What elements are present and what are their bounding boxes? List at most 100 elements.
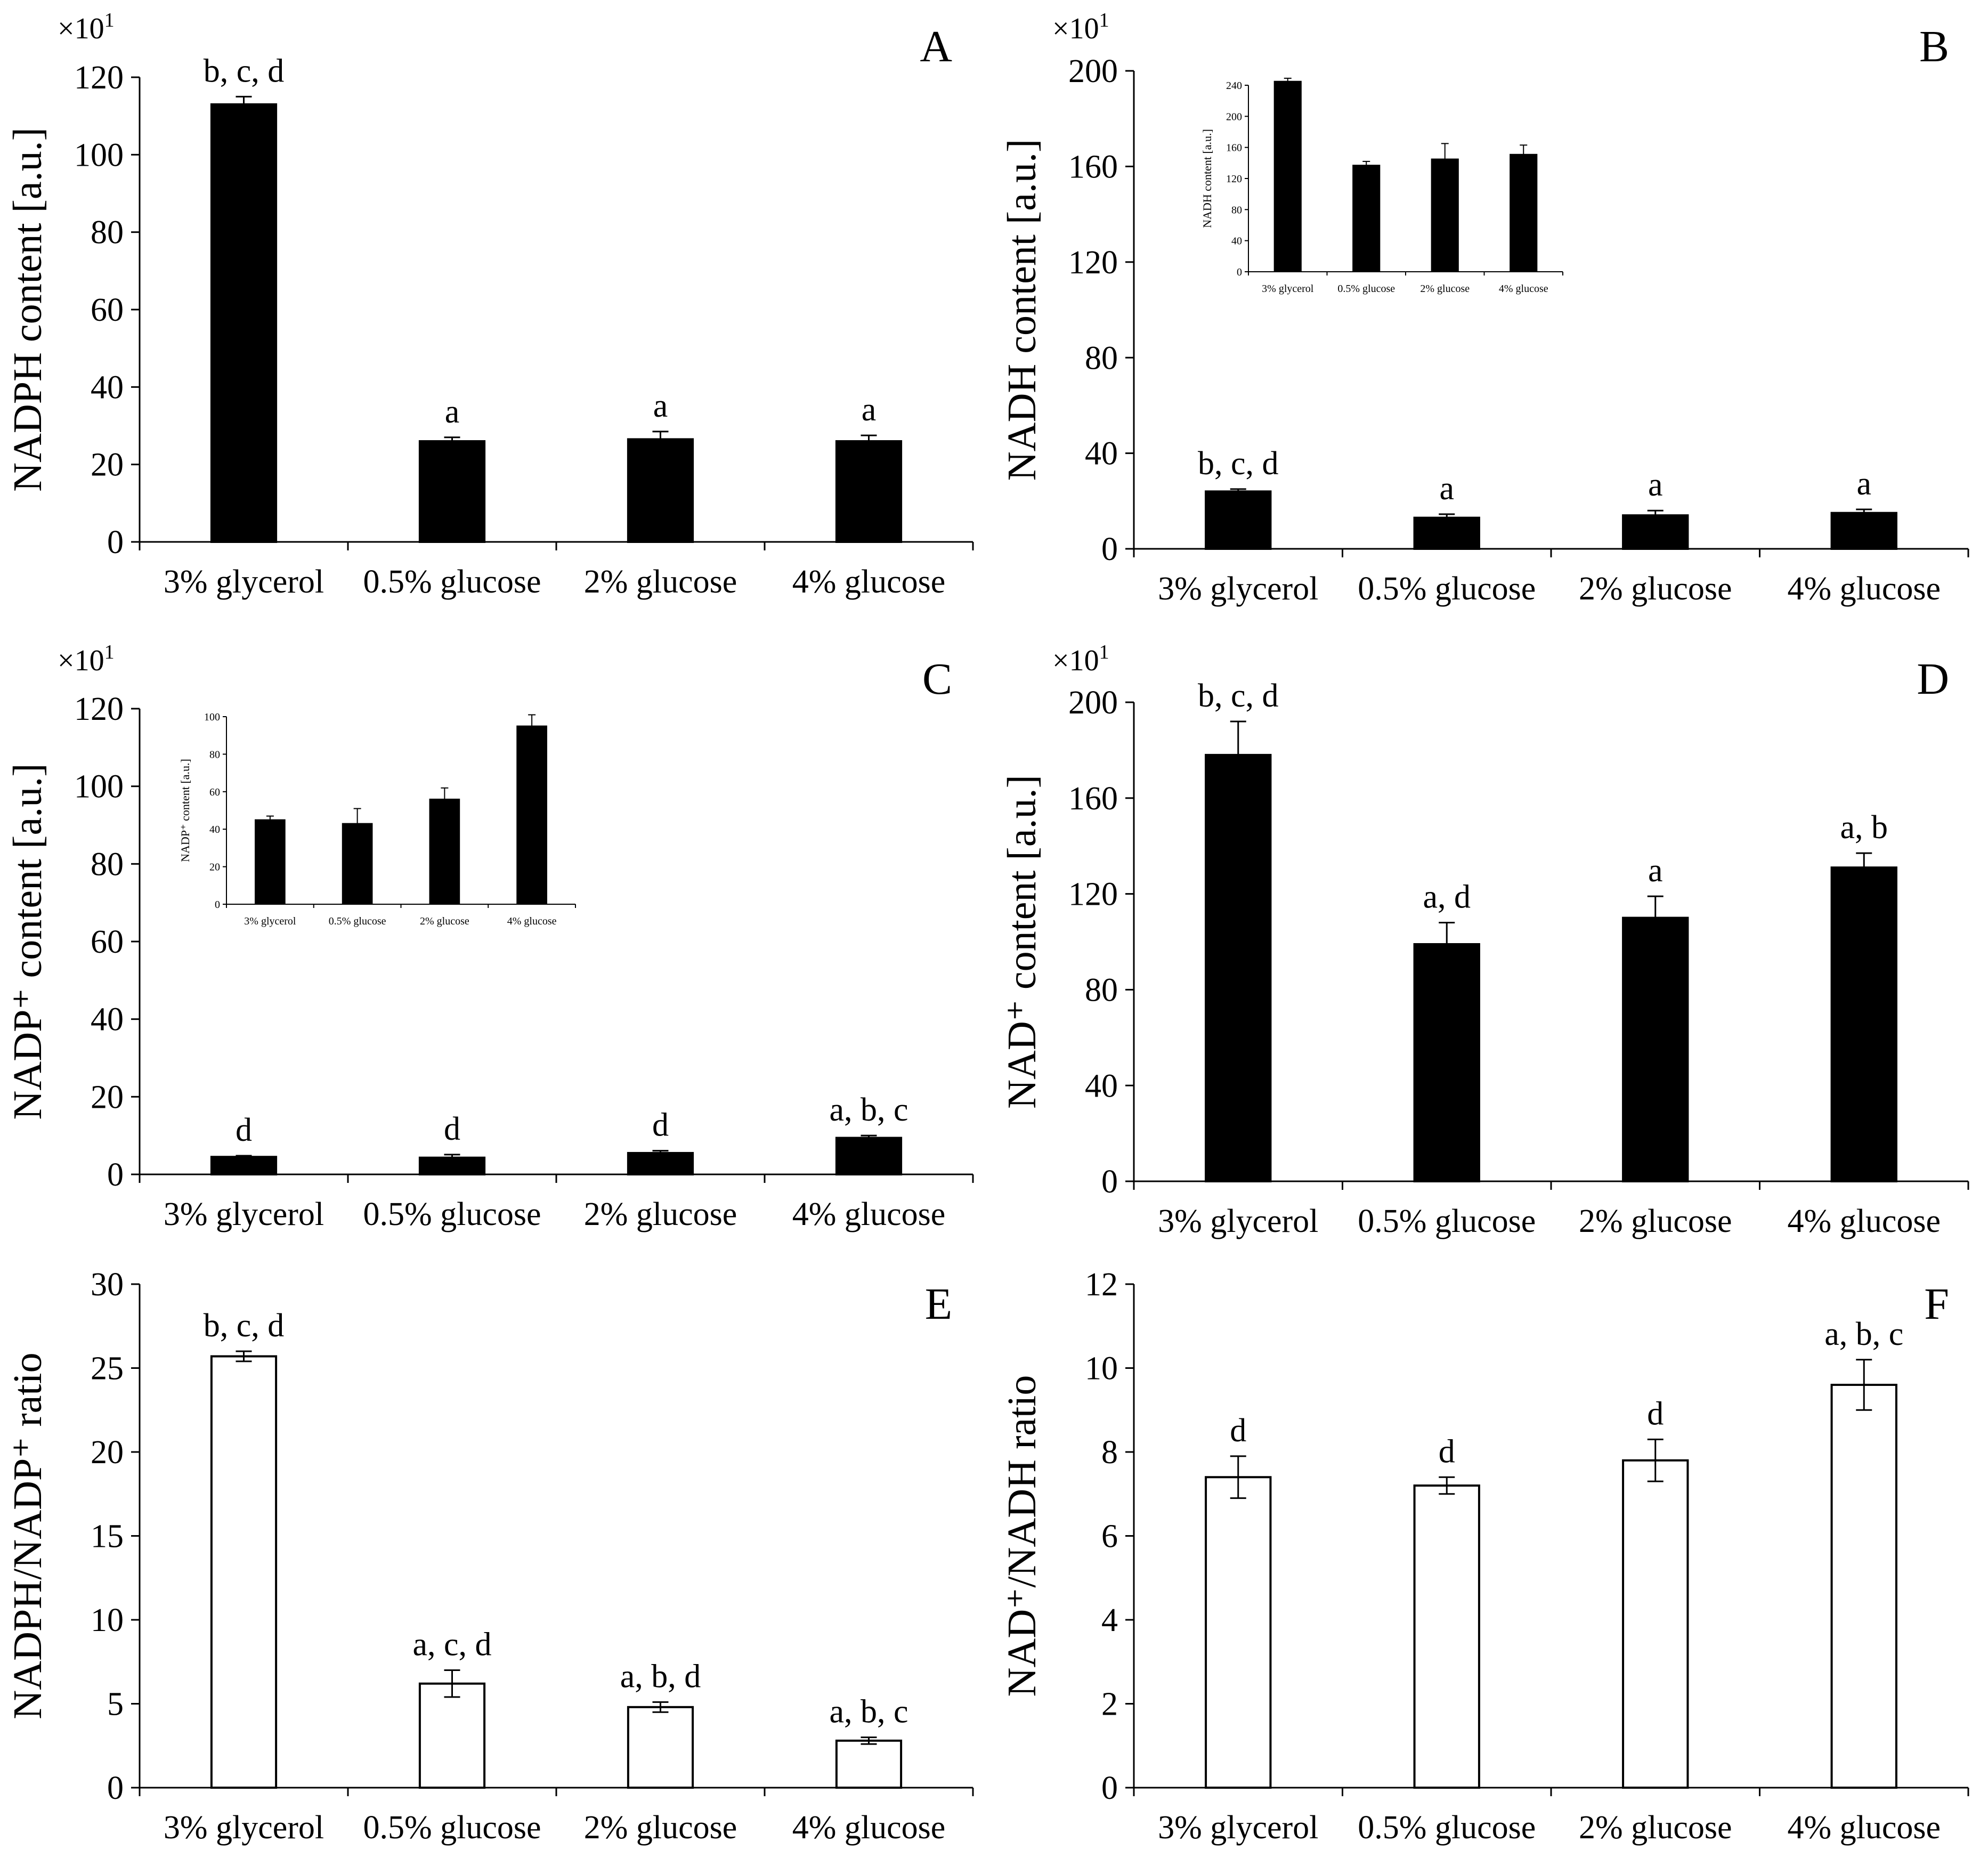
x-tick-label: 4% glucose: [792, 1810, 946, 1846]
axis-multiplier: ×101: [1052, 641, 1109, 677]
inset-x-tick-label: 4% glucose: [1499, 283, 1548, 295]
inset-y-tick-label: 80: [209, 749, 220, 760]
inset-x-tick-label: 2% glucose: [1420, 283, 1470, 295]
x-tick-label: 0.5% glucose: [1358, 571, 1536, 607]
y-tick-label: 0: [1101, 1164, 1118, 1200]
bar: [1622, 916, 1689, 1183]
y-tick-label: 160: [1068, 781, 1118, 817]
y-tick-label: 4: [1101, 1602, 1118, 1638]
y-axis-label: NAD⁺ content [a.u.]: [1000, 775, 1044, 1109]
bar: [418, 440, 486, 543]
error-bar: [652, 431, 669, 448]
error-bar: [1856, 852, 1872, 883]
x-tick-label: 2% glucose: [1579, 1810, 1732, 1846]
bar: [627, 1706, 694, 1789]
x-tick-label: 2% glucose: [1579, 571, 1732, 607]
inset-chart: 0 40 80 120 160 200 240 3% glycerol 0.5% glucose…: [1200, 77, 1563, 295]
bar: [835, 1137, 903, 1175]
significance-label: b, c, d: [1198, 678, 1279, 714]
y-tick-label: 10: [91, 1602, 124, 1638]
axis-multiplier-exponent: 1: [104, 9, 115, 31]
significance-label: a: [862, 392, 877, 428]
axis-multiplier-exponent: 1: [104, 641, 115, 663]
significance-label: a: [653, 388, 668, 424]
axis-multiplier-base: ×10: [58, 12, 104, 45]
inset-y-tick-label: 120: [1226, 173, 1242, 185]
significance-label: a: [1648, 853, 1663, 889]
inset-bar: [255, 819, 286, 905]
significance-label: d: [1230, 1413, 1246, 1449]
y-tick-label: 5: [107, 1686, 124, 1723]
y-tick-label: 8: [1101, 1434, 1118, 1471]
y-tick-label: 10: [1085, 1351, 1118, 1387]
y-tick-label: 12: [1085, 1267, 1118, 1303]
y-tick-label: 120: [74, 691, 124, 727]
axis-multiplier: ×101: [58, 641, 115, 677]
axis-multiplier-exponent: 1: [1099, 641, 1109, 663]
significance-label: a, b, c: [1824, 1316, 1903, 1352]
y-tick-label: 2: [1101, 1686, 1118, 1723]
inset-y-tick-label: 160: [1226, 142, 1242, 154]
axis-multiplier-base: ×10: [1052, 12, 1099, 45]
x-tick-label: 0.5% glucose: [363, 564, 541, 600]
x-tick-label: 4% glucose: [1787, 571, 1941, 607]
significance-label: d: [1647, 1396, 1664, 1432]
y-tick-label: 15: [91, 1519, 124, 1555]
axis-multiplier-base: ×10: [1052, 644, 1099, 677]
x-tick-label: 3% glycerol: [1158, 1810, 1318, 1846]
panel-label: A: [920, 22, 952, 71]
significance-label: a, c, d: [412, 1627, 491, 1663]
y-tick-label: 20: [91, 1079, 124, 1115]
bar: [1205, 753, 1272, 1182]
x-tick-label: 2% glucose: [584, 1810, 737, 1846]
bar: [1413, 943, 1480, 1182]
error-bar: [1439, 513, 1455, 522]
y-tick-label: 40: [91, 369, 124, 405]
error-bar: [861, 434, 877, 448]
inset-y-tick-label: 0: [215, 899, 220, 911]
x-tick-label: 3% glycerol: [164, 1196, 324, 1232]
panel-label: D: [1917, 654, 1949, 704]
inset-y-tick-label: 240: [1226, 80, 1242, 92]
chart-panel-d: 0 40 80 120 160 200 3% glycerol b, c, d 0.5% glu…: [1000, 641, 1969, 1239]
error-bar: [444, 1669, 460, 1698]
error-bar: [1647, 1438, 1664, 1482]
significance-label: a, b, c: [829, 1092, 908, 1128]
y-tick-label: 40: [1085, 1068, 1118, 1104]
x-tick-label: 3% glycerol: [1158, 1203, 1318, 1239]
panel-label: C: [922, 654, 952, 704]
error-bar: [444, 436, 460, 446]
significance-label: a, b: [1840, 809, 1888, 846]
significance-label: d: [652, 1107, 669, 1143]
y-tick-label: 80: [91, 846, 124, 882]
x-tick-label: 4% glucose: [792, 564, 946, 600]
y-tick-label: 160: [1068, 149, 1118, 185]
inset-y-tick-label: 0: [1237, 266, 1242, 278]
y-tick-label: 120: [74, 60, 124, 96]
y-tick-label: 6: [1101, 1519, 1118, 1555]
inset-chart: 0 20 40 60 80 100 3% glycerol 0.5% glucose 2% gl…: [178, 711, 576, 927]
y-tick-label: 60: [91, 292, 124, 328]
x-tick-label: 3% glycerol: [164, 564, 324, 600]
bar: [627, 1151, 694, 1175]
bar: [210, 103, 278, 543]
inset-bar: [1510, 153, 1538, 272]
x-tick-label: 3% glycerol: [1158, 571, 1318, 607]
inset-y-tick-label: 80: [1231, 204, 1242, 216]
y-tick-label: 40: [91, 1002, 124, 1038]
y-tick-label: 0: [107, 1157, 124, 1193]
y-tick-label: 0: [107, 1770, 124, 1806]
inset-y-tick-label: 40: [1231, 236, 1242, 247]
y-axis-label: NADPH/NADP⁺ ratio: [5, 1352, 50, 1719]
y-tick-label: 80: [1085, 972, 1118, 1008]
y-axis-label: NADH content [a.u.]: [1000, 139, 1044, 481]
inset-x-tick-label: 0.5% glucose: [329, 915, 386, 927]
bar: [1205, 490, 1272, 550]
axis-multiplier: ×101: [1052, 9, 1109, 45]
significance-label: a: [1856, 466, 1871, 502]
y-tick-label: 100: [74, 769, 124, 805]
x-tick-label: 2% glucose: [584, 564, 737, 600]
panel-label: E: [925, 1279, 952, 1329]
